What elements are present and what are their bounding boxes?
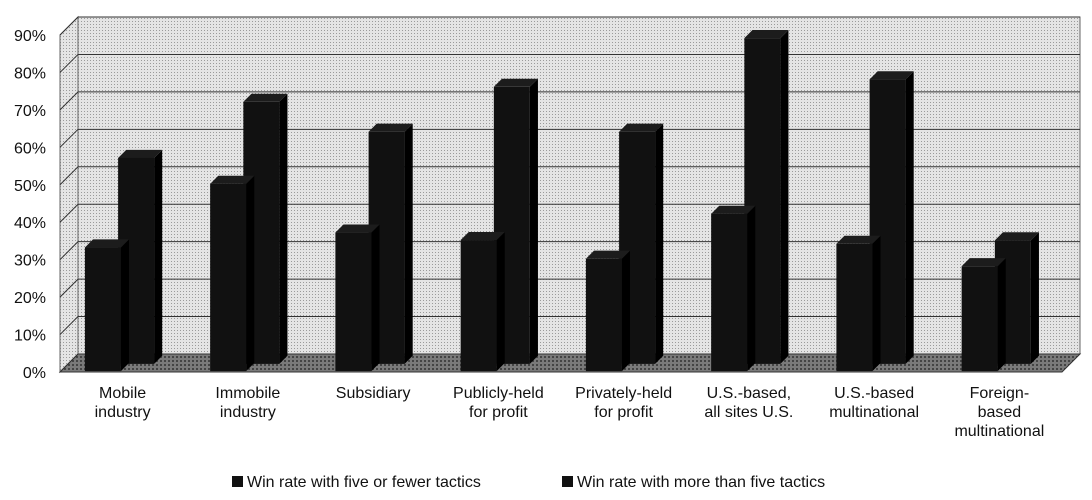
x-tick-line: Foreign- — [970, 385, 1030, 402]
x-tick-line: Subsidiary — [336, 385, 411, 402]
bar — [961, 258, 1006, 372]
y-tick-label: 20% — [14, 290, 46, 307]
bar-top — [869, 71, 914, 80]
bar-top — [961, 258, 1006, 267]
grid-line — [59, 16, 1080, 36]
y-tick-label: 0% — [23, 365, 46, 382]
bar-side — [1030, 232, 1039, 364]
x-tick-line: Mobile — [99, 385, 146, 402]
bar-top — [335, 224, 380, 233]
bar — [711, 205, 756, 372]
bar-side — [529, 78, 538, 364]
bar-side — [621, 250, 630, 372]
bar-top — [836, 235, 881, 244]
bar — [619, 123, 664, 364]
x-tick-label: Immobile industry — [215, 385, 280, 421]
x-tick-label: Mobile industry — [95, 385, 151, 421]
x-tick-label: Privately-held for profit — [575, 385, 672, 421]
x-tick-line: Privately-held — [575, 385, 672, 402]
bar — [836, 235, 881, 372]
bar-top — [744, 30, 789, 39]
bar-front — [335, 232, 372, 372]
bar-side — [780, 30, 789, 364]
y-tick-label: 30% — [14, 253, 46, 270]
bar — [84, 239, 129, 372]
bar-side — [997, 258, 1006, 372]
bar-side — [655, 123, 664, 364]
x-tick-line: multinational — [954, 423, 1044, 440]
bar-side — [246, 175, 255, 372]
bar-top — [585, 250, 630, 259]
bar-side — [747, 205, 756, 372]
y-tick-label: 80% — [14, 65, 46, 82]
legend-label: Win rate with more than five tactics — [577, 474, 825, 491]
bar-front — [836, 243, 873, 372]
bar-side — [872, 235, 881, 372]
bar-top — [368, 123, 413, 132]
bar-top — [210, 175, 255, 184]
bar-top — [711, 205, 756, 214]
bar-front — [961, 266, 998, 372]
x-tick-line: U.S.-based — [834, 385, 914, 402]
bar-front — [585, 258, 622, 372]
legend-label: Win rate with five or fewer tactics — [247, 474, 481, 491]
bar — [335, 224, 380, 372]
x-tick-line: industry — [95, 404, 151, 421]
x-tick-line: all sites U.S. — [704, 404, 793, 421]
legend-swatch — [562, 476, 573, 487]
x-tick-line: for profit — [469, 404, 528, 421]
y-tick-label: 90% — [14, 28, 46, 45]
bar-top — [619, 123, 664, 132]
x-tick-label: Publicly-held for profit — [453, 385, 544, 421]
x-tick-line: for profit — [594, 404, 653, 421]
bar-top — [994, 232, 1039, 241]
x-tick-label: Subsidiary — [336, 385, 411, 402]
bar-front — [711, 213, 748, 372]
x-tick-label: U.S.-based multinational — [829, 385, 919, 421]
bar-side — [120, 239, 129, 372]
bar-side — [279, 93, 288, 364]
y-tick-label: 60% — [14, 140, 46, 157]
bar-front — [460, 240, 497, 372]
x-tick-label: Foreign-based multinational — [954, 385, 1044, 440]
x-tick-label: U.S.-based, all sites U.S. — [704, 385, 793, 421]
bar-top — [493, 78, 538, 87]
x-tick-line: Immobile — [215, 385, 280, 402]
y-tick-label: 10% — [14, 328, 46, 345]
bar-side — [404, 123, 413, 364]
y-tick-label: 50% — [14, 178, 46, 195]
x-tick-line: based — [978, 404, 1022, 421]
y-tick-label: 40% — [14, 215, 46, 232]
bar-side — [905, 71, 914, 364]
bar-top — [84, 239, 129, 248]
legend-swatch — [232, 476, 243, 487]
bar-top — [118, 149, 163, 158]
bar-top — [460, 231, 505, 241]
bar-side — [154, 149, 163, 364]
x-tick-line: U.S.-based, — [707, 385, 791, 402]
bar-side — [496, 231, 505, 372]
y-tick-label: 70% — [14, 103, 46, 120]
x-tick-line: Publicly-held — [453, 385, 544, 402]
bar-front — [84, 247, 121, 372]
bar-front — [210, 183, 247, 372]
x-tick-line: multinational — [829, 404, 919, 421]
x-tick-line: industry — [220, 404, 276, 421]
bar — [210, 175, 255, 372]
bar — [460, 231, 505, 372]
bar-side — [371, 224, 380, 372]
bar — [585, 250, 630, 372]
bar-top — [243, 93, 288, 102]
